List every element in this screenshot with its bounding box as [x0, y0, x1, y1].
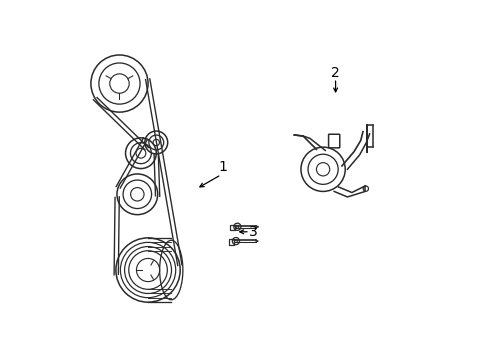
Text: 1: 1 [218, 161, 227, 175]
Text: 3: 3 [248, 225, 257, 239]
Bar [230, 225, 235, 230]
Bar [228, 239, 233, 245]
Text: 2: 2 [330, 66, 339, 80]
